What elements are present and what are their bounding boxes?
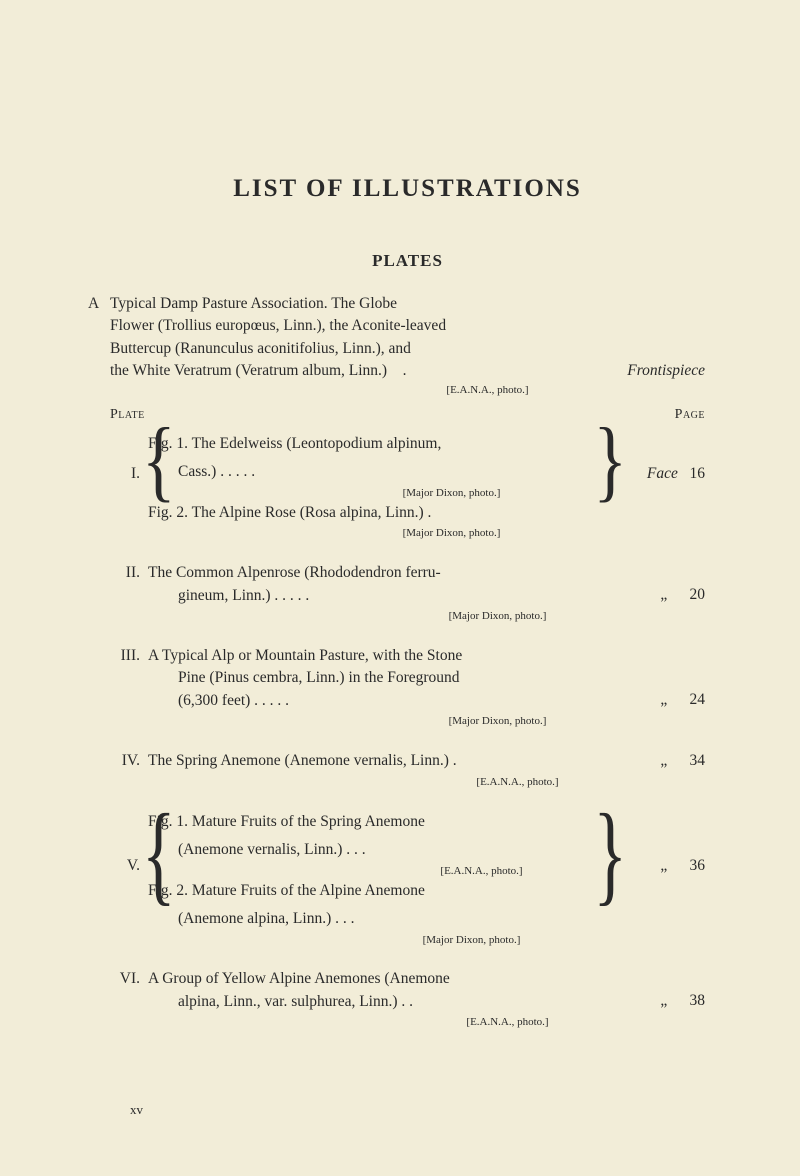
frontispiece-ref: Frontispiece [627, 360, 705, 382]
entry-II-l2: gineum, Linn.) . . . . . [148, 585, 615, 607]
entry-III: III. A Typical Alp or Mountain Pasture, … [110, 645, 705, 730]
page-title: LIST OF ILLUSTRATIONS [110, 175, 705, 203]
entry-III-l1: A Typical Alp or Mountain Pasture, with … [148, 645, 615, 667]
plates-subtitle: PLATES [110, 251, 705, 271]
entry-I-credit2: [Major Dixon, photo.] [288, 526, 615, 542]
entry-II-pageref: „ 20 [650, 584, 705, 606]
entry-I-pageref: Face 16 [647, 463, 705, 485]
entry-II-credit: [Major Dixon, photo.] [290, 609, 705, 625]
entry-I-num: I. [105, 463, 140, 485]
entry-VI-l1: A Group of Yellow Alpine Anemones (Anemo… [148, 968, 615, 990]
entry-V-pageref: „ 36 [650, 855, 705, 877]
entry-V-fig1a: Fig. 1. Mature Fruits of the Spring Anem… [148, 811, 615, 833]
entry-III-l3: (6,300 feet) . . . . . [148, 690, 615, 712]
page-header: Page [675, 407, 705, 423]
brace-open-icon: { [142, 416, 176, 507]
entry-I-credit1: [Major Dixon, photo.] [288, 486, 615, 502]
page-number-footer: xv [130, 1102, 143, 1118]
entry-A-letter: A [88, 293, 99, 315]
plate-header: Plate [110, 407, 145, 423]
entry-III-num: III. [105, 645, 140, 667]
entry-V-credit1: [E.A.N.A., photo.] [348, 864, 615, 880]
entry-IV-credit: [E.A.N.A., photo.] [330, 775, 705, 791]
entry-II-num: II. [105, 562, 140, 584]
entry-VI-pageref: „ 38 [650, 990, 705, 1012]
entry-A-line1: Typical Damp Pasture Association. The Gl… [110, 293, 705, 315]
entry-V-fig2a: Fig. 2. Mature Fruits of the Alpine Anem… [148, 880, 615, 902]
entry-A: A Typical Damp Pasture Association. The … [110, 293, 705, 399]
entry-V-credit2: [Major Dixon, photo.] [328, 933, 615, 949]
entry-A-credit: [E.A.N.A., photo.] [270, 383, 705, 399]
entry-III-l2: Pine (Pinus cembra, Linn.) in the Foregr… [148, 667, 615, 689]
entry-IV: IV. The Spring Anemone (Anemone vernalis… [110, 750, 705, 790]
entry-A-line4: the White Veratrum (Veratrum album, Linn… [110, 360, 705, 382]
entry-A-line3: Buttercup (Ranunculus aconitifolius, Lin… [110, 338, 705, 360]
entry-III-pageref: „ 24 [650, 689, 705, 711]
entry-VI-num: VI. [105, 968, 140, 990]
entry-IV-l1: The Spring Anemone (Anemone vernalis, Li… [148, 750, 615, 772]
entry-VI-credit: [E.A.N.A., photo.] [310, 1015, 705, 1031]
entry-IV-num: IV. [105, 750, 140, 772]
entry-I-fig1b: Cass.) . . . . . [148, 461, 615, 483]
entry-VI: VI. A Group of Yellow Alpine Anemones (A… [110, 968, 705, 1031]
entry-I-fig1a: Fig. 1. The Edelweiss (Leontopodium alpi… [148, 433, 615, 455]
brace-close-icon: } [593, 800, 627, 912]
entry-A-line2: Flower (Trollius europœus, Linn.), the A… [110, 315, 705, 337]
entry-II-l1: The Common Alpenrose (Rhododendron ferru… [148, 562, 615, 584]
entry-V-fig2b: (Anemone alpina, Linn.) . . . [148, 908, 615, 930]
entry-IV-pageref: „ 34 [650, 750, 705, 772]
brace-close-icon: } [593, 416, 627, 507]
entry-V: V. { } Fig. 1. Mature Fruits of the Spri… [110, 811, 705, 949]
entry-VI-l2: alpina, Linn., var. sulphurea, Linn.) . … [148, 991, 615, 1013]
entry-V-num: V. [105, 855, 140, 877]
entry-I-fig2: Fig. 2. The Alpine Rose (Rosa alpina, Li… [148, 502, 615, 524]
entry-I: I. { } Fig. 1. The Edelweiss (Leontopodi… [110, 433, 705, 542]
entry-III-credit: [Major Dixon, photo.] [290, 714, 705, 730]
entry-II: II. The Common Alpenrose (Rhododendron f… [110, 562, 705, 625]
brace-open-icon: { [142, 800, 176, 912]
entry-V-fig1b: (Anemone vernalis, Linn.) . . . [148, 839, 615, 861]
